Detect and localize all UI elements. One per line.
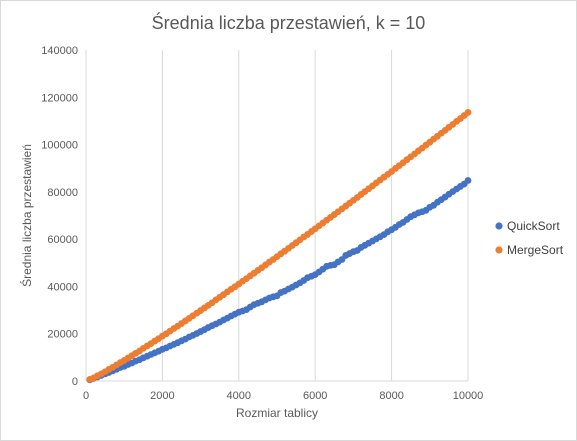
legend-marker-quicksort (495, 222, 503, 230)
legend: QuickSort MergeSort (495, 219, 564, 257)
y-tick-label: 120000 (41, 92, 78, 104)
series-mergesort (86, 109, 472, 383)
data-point-mergesort (464, 109, 472, 116)
gridlines (161, 50, 469, 381)
y-axis-title: Średnia liczba przestawień (19, 144, 34, 287)
series-quicksort (86, 177, 472, 384)
legend-label-mergesort: MergeSort (507, 243, 564, 257)
y-tick-label: 40000 (47, 281, 78, 293)
legend-label-quicksort: QuickSort (507, 219, 560, 233)
y-tick-label: 20000 (47, 329, 78, 341)
y-tick-label: 140000 (41, 45, 78, 57)
axes: 0 2000 4000 6000 8000 10000020000400006000080… (41, 45, 483, 402)
x-tick-label: 8000 (379, 390, 403, 402)
data-series (86, 109, 472, 384)
y-tick-label: 0 (72, 376, 78, 388)
y-tick-label: 80000 (47, 187, 78, 199)
x-tick-label: 10000 (453, 390, 484, 402)
x-axis-title: Rozmiar tablicy (236, 406, 318, 420)
x-tick-label: 6000 (303, 390, 327, 402)
x-tick-label: 0 (83, 390, 89, 402)
y-tick-label: 60000 (47, 234, 78, 246)
y-tick-label: 100000 (41, 140, 78, 152)
legend-marker-mergesort (495, 246, 503, 254)
x-tick-label: 2000 (150, 390, 174, 402)
x-tick-label: 4000 (227, 390, 251, 402)
chart-title: Średnia liczba przestawień, k = 10 (151, 13, 426, 33)
data-point-quicksort (464, 177, 472, 184)
